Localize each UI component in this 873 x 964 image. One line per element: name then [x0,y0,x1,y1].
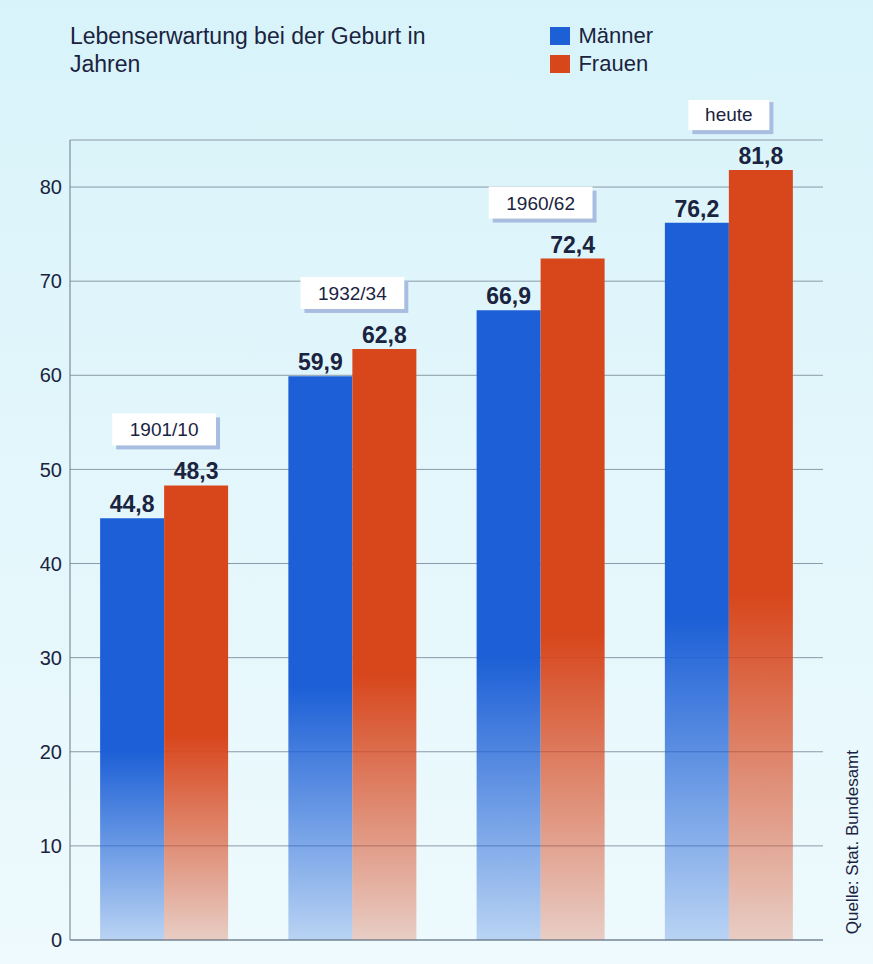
svg-text:62,8: 62,8 [362,322,407,348]
svg-text:10: 10 [40,835,62,857]
svg-text:66,9: 66,9 [486,283,531,309]
svg-text:59,9: 59,9 [298,349,343,375]
svg-text:60: 60 [40,364,62,386]
svg-text:1901/10: 1901/10 [130,419,199,440]
svg-text:1960/62: 1960/62 [506,193,575,214]
html-text:Männer: Männer [578,23,653,48]
html-text:Frauen: Frauen [578,51,649,76]
svg-text:heute: heute [705,104,753,125]
svg-text:0: 0 [51,929,62,951]
svg-text:81,8: 81,8 [738,143,783,169]
svg-text:50: 50 [40,459,62,481]
html-text:Quelle: Stat. Bundesamt: Quelle: Stat. Bundesamt [843,749,862,934]
svg-text:20: 20 [40,741,62,763]
svg-text:72,4: 72,4 [550,232,595,258]
svg-text:40: 40 [40,553,62,575]
svg-text:44,8: 44,8 [110,491,155,517]
svg-text:1932/34: 1932/34 [318,283,387,304]
svg-text:48,3: 48,3 [174,458,219,484]
html-text:Lebenserwartung bei der Geburt: Lebenserwartung bei der Geburt in Jahren [70,23,426,77]
svg-text:70: 70 [40,270,62,292]
svg-text:76,2: 76,2 [674,196,719,222]
svg-text:80: 80 [40,176,62,198]
svg-text:30: 30 [40,647,62,669]
